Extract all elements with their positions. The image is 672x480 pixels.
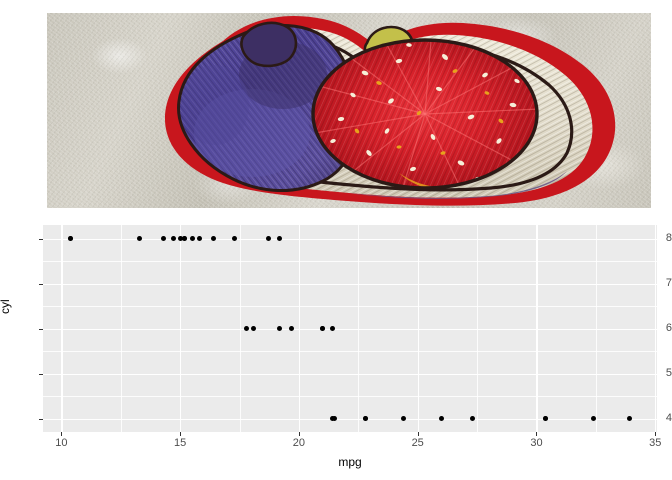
y-axis-tick-mark (39, 373, 43, 375)
gridline-major-vertical (536, 225, 538, 432)
gridline-major-vertical (61, 225, 63, 432)
x-axis-tick-label: 20 (292, 437, 306, 449)
x-axis-tick-mark (61, 432, 63, 436)
embroidered-patch (47, 13, 651, 208)
y-axis-tick-mark (39, 283, 43, 285)
data-point (277, 326, 283, 331)
data-point (68, 236, 74, 241)
data-point (137, 236, 143, 241)
x-axis-tick-mark (298, 432, 300, 436)
gridline-minor-horizontal (43, 261, 657, 262)
y-axis-title: cyl (0, 299, 12, 314)
x-axis-tick-mark (180, 432, 182, 436)
x-axis-tick-label: 30 (530, 437, 543, 449)
y-axis-tick-mark (39, 328, 43, 330)
data-point (161, 236, 167, 241)
data-point (244, 326, 250, 331)
data-point (196, 236, 202, 241)
fig-patch-image (47, 13, 651, 208)
gridline-major-horizontal (43, 238, 657, 240)
data-point (251, 326, 257, 331)
y-axis-tick-label: 5 (665, 366, 672, 379)
data-point (469, 416, 475, 421)
x-axis-tick-mark (536, 432, 538, 436)
data-point (438, 416, 444, 421)
gridline-major-vertical (655, 225, 657, 432)
data-point (177, 236, 183, 241)
x-axis-tick-label: 35 (649, 437, 662, 449)
flesh-seeds (330, 43, 520, 182)
data-point (265, 236, 271, 241)
gridline-minor-horizontal (43, 396, 657, 397)
y-axis-tick-mark (39, 418, 43, 420)
y-axis-tick-label: 6 (665, 321, 672, 334)
gridline-major-horizontal (43, 418, 657, 420)
x-axis-tick-label: 10 (55, 437, 68, 449)
flesh-radial-stitches (314, 40, 537, 188)
data-point (277, 236, 283, 241)
y-axis-tick-mark (39, 238, 43, 240)
data-point (329, 326, 335, 331)
gridline-major-vertical (180, 225, 182, 432)
gridline-major-vertical (417, 225, 419, 432)
fig-embroidery-svg (165, 15, 616, 206)
data-point (543, 416, 549, 421)
gridline-minor-horizontal (43, 306, 657, 307)
gridline-major-horizontal (43, 283, 657, 285)
data-point (590, 416, 596, 421)
gridline-major-horizontal (43, 328, 657, 330)
gridline-minor-horizontal (43, 351, 657, 352)
flesh-gold-seeds (354, 69, 504, 155)
patch-skin-outline (177, 23, 359, 192)
data-point (232, 236, 238, 241)
x-axis-tick-label: 25 (411, 437, 424, 449)
data-point (170, 236, 176, 241)
patch-fig-neck (240, 21, 298, 68)
data-point (362, 416, 368, 421)
data-point (329, 416, 335, 421)
plot-panel (43, 225, 657, 432)
data-point (289, 326, 295, 331)
data-point (320, 326, 326, 331)
data-point (626, 416, 632, 421)
data-point (210, 236, 216, 241)
y-axis-tick-label: 4 (665, 411, 672, 424)
patch-red-flesh (311, 38, 539, 190)
x-axis-title: mpg (338, 455, 362, 469)
y-axis-tick-label: 8 (665, 231, 672, 244)
data-point (189, 236, 195, 241)
gridline-major-horizontal (43, 373, 657, 375)
x-axis-tick-mark (417, 432, 419, 436)
scatter-plot: 4 5 6 7 8 10 15 20 25 30 35 mpg cyl (0, 212, 672, 480)
data-point (182, 236, 188, 241)
x-axis-tick-mark (655, 432, 657, 436)
x-axis-tick-label: 15 (174, 437, 187, 449)
y-axis-tick-label: 7 (665, 276, 672, 289)
data-point (400, 416, 406, 421)
gridline-major-vertical (298, 225, 301, 432)
